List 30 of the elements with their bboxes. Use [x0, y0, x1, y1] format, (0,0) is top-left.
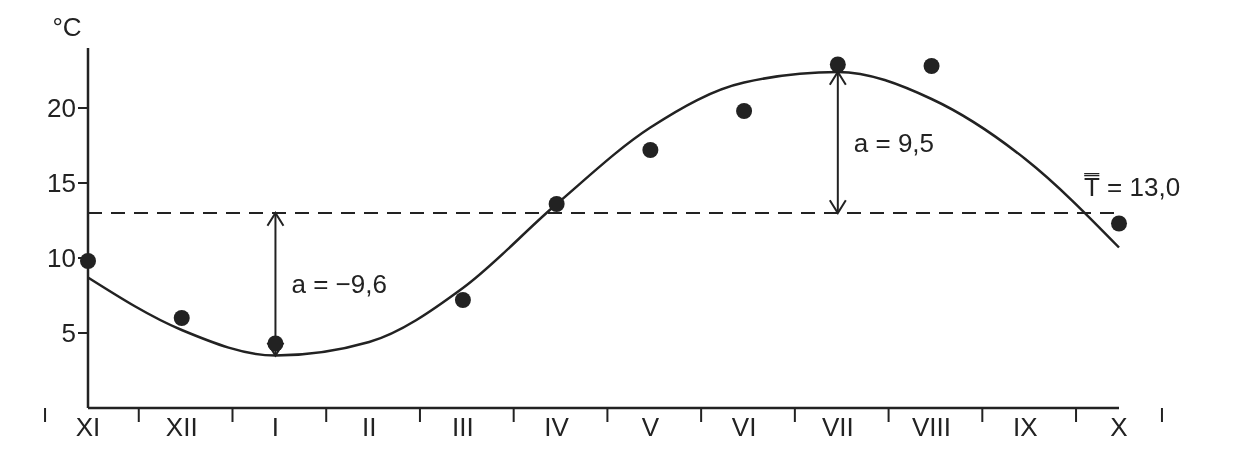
point: [173, 310, 190, 326]
y-tick-label: 15: [47, 168, 76, 199]
point: [923, 58, 940, 74]
x-tick-label: VII: [821, 412, 854, 442]
x-tick-label: III: [452, 412, 474, 442]
ref-line-label: T̿ = 13,0: [1083, 172, 1181, 203]
x-tick-label: VIII: [912, 412, 952, 442]
point: [829, 56, 846, 73]
point: [454, 292, 471, 308]
x-tick-label: IX: [1012, 412, 1038, 442]
point: [1111, 215, 1127, 232]
x-tick-label: XI: [75, 412, 101, 442]
point: [267, 335, 284, 352]
point: [642, 142, 659, 158]
point: [80, 253, 96, 269]
annotation: a = −9,6: [291, 269, 387, 300]
y-tick-label: 20: [47, 93, 76, 124]
x-tick-label: II: [361, 412, 377, 442]
y-tick-label: 5: [61, 318, 76, 349]
y-tick-label: 10: [47, 243, 76, 274]
x-tick-label: I: [271, 412, 280, 442]
point: [548, 196, 565, 212]
x-tick-label: VI: [731, 412, 757, 442]
point: [736, 103, 753, 119]
annotation: a = 9,5: [853, 127, 935, 158]
x-tick-label: XII: [165, 412, 198, 442]
y-axis-title: °C: [52, 12, 82, 42]
x-tick-label: IV: [544, 412, 570, 442]
x-tick-label: X: [1110, 412, 1128, 442]
x-tick-label: V: [641, 412, 660, 442]
